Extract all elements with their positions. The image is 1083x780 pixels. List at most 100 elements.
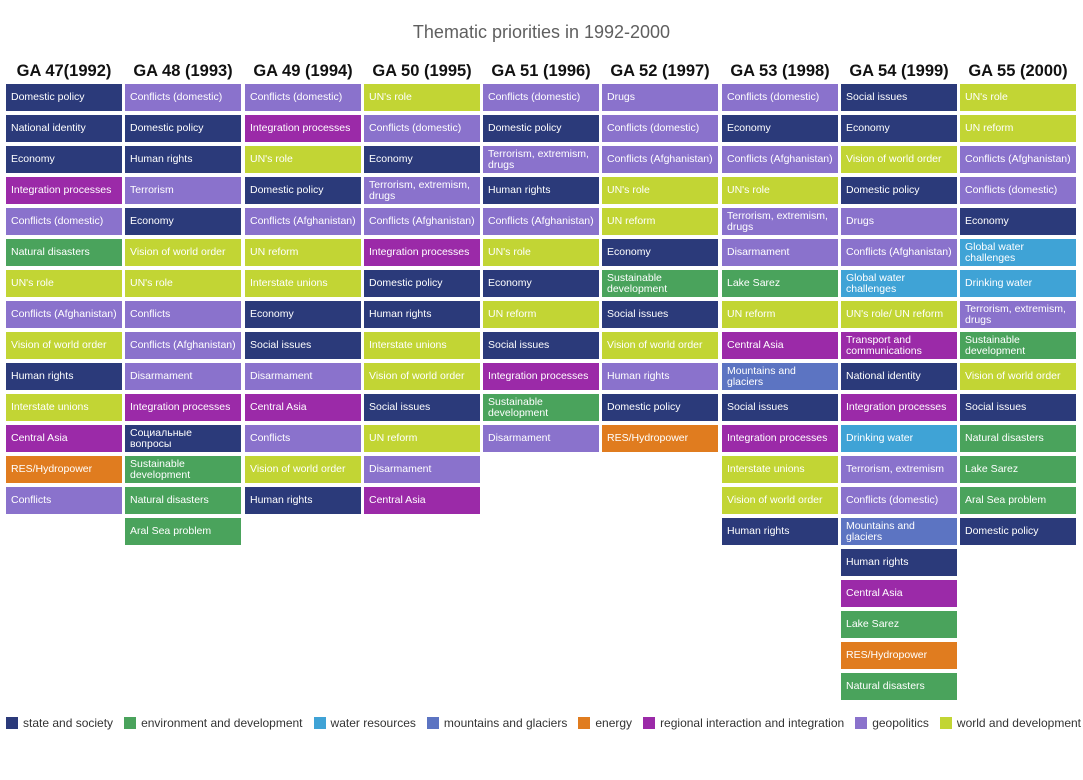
- topic-block: Vision of world order: [125, 239, 241, 266]
- topic-label: Economy: [846, 122, 890, 135]
- topic-block: Central Asia: [841, 580, 957, 607]
- topic-label: UN's role: [130, 277, 173, 290]
- topic-block: UN's role: [125, 270, 241, 297]
- topic-label: UN reform: [488, 308, 537, 321]
- topic-label: UN's role: [369, 91, 412, 104]
- topic-label: Lake Sarez: [727, 277, 781, 290]
- topic-label: UN's role/ UN reform: [846, 308, 944, 321]
- legend-item: energy: [578, 716, 632, 730]
- topic-list: Domestic policy National identity Economy I…: [6, 84, 122, 514]
- topic-label: Социальные вопросы: [130, 427, 192, 450]
- column-header: GA 51 (1996): [491, 62, 591, 80]
- topic-label: Vision of world order: [965, 370, 1061, 383]
- legend: state and society environment and develop…: [6, 716, 1081, 730]
- topic-block: Human rights: [841, 549, 957, 576]
- topic-label: RES/Hydropower: [607, 432, 689, 445]
- topic-list: Conflicts (domestic) Economy Conflicts (Af…: [722, 84, 838, 545]
- topic-label: Integration processes: [727, 432, 828, 445]
- topic-label: Drugs: [607, 91, 636, 104]
- topic-list: Drugs Conflicts (domestic) Conflicts (Afgh…: [602, 84, 718, 452]
- topic-label: UN reform: [727, 308, 776, 321]
- topic-block: Vision of world order: [6, 332, 122, 359]
- column-header: GA 49 (1994): [253, 62, 353, 80]
- topic-label: Terrorism, extremism, drugs: [369, 179, 470, 202]
- topic-label: UN's role: [607, 184, 650, 197]
- topic-block: Domestic policy: [125, 115, 241, 142]
- topic-block: Interstate unions: [364, 332, 480, 359]
- topic-block: Lake Sarez: [722, 270, 838, 297]
- topic-block: Economy: [6, 146, 122, 173]
- topic-block: UN reform: [483, 301, 599, 328]
- topic-label: Natural disasters: [11, 246, 90, 259]
- topic-label: Terrorism, extremism, drugs: [965, 303, 1066, 326]
- topic-label: Conflicts: [250, 432, 291, 445]
- topic-label: Drugs: [846, 215, 875, 228]
- topic-block: Social issues: [960, 394, 1076, 421]
- topic-block: Vision of world order: [722, 487, 838, 514]
- legend-label: environment and development: [141, 716, 303, 730]
- topic-label: Disarmament: [250, 370, 313, 383]
- topic-label: Terrorism: [130, 184, 174, 197]
- column-header: GA 55 (2000): [968, 62, 1068, 80]
- topic-label: Human rights: [488, 184, 551, 197]
- topic-block: Economy: [602, 239, 718, 266]
- topic-block: Integration processes: [483, 363, 599, 390]
- topic-label: Interstate unions: [11, 401, 89, 414]
- topic-label: Natural disasters: [965, 432, 1044, 445]
- topic-label: Human rights: [11, 370, 74, 383]
- topic-block: Domestic policy: [960, 518, 1076, 545]
- topic-block: Vision of world order: [960, 363, 1076, 390]
- session-column: GA 55 (2000) UN's role UN reform Conflicts …: [960, 60, 1076, 549]
- topic-label: Economy: [130, 215, 174, 228]
- topic-label: UN's role: [488, 246, 531, 259]
- topic-label: Social issues: [369, 401, 431, 414]
- topic-block: Conflicts (Afghanistan): [6, 301, 122, 328]
- topic-label: Vision of world order: [130, 246, 226, 259]
- topic-block: Human rights: [6, 363, 122, 390]
- topic-block: Economy: [364, 146, 480, 173]
- column-header: GA 53 (1998): [730, 62, 830, 80]
- topic-block: Vision of world order: [602, 332, 718, 359]
- topic-label: Conflicts (domestic): [965, 184, 1058, 197]
- legend-item: geopolitics: [855, 716, 929, 730]
- topic-list: UN's role UN reform Conflicts (Afghanistan…: [960, 84, 1076, 545]
- topic-block: RES/Hydropower: [6, 456, 122, 483]
- topic-label: Conflicts (domestic): [250, 91, 343, 104]
- topic-block: Interstate unions: [245, 270, 361, 297]
- column-header: GA 52 (1997): [610, 62, 710, 80]
- topic-block: Global water challenges: [841, 270, 957, 297]
- topic-block: Conflicts (domestic): [245, 84, 361, 111]
- topic-label: Economy: [11, 153, 55, 166]
- topic-label: Domestic policy: [11, 91, 85, 104]
- topic-block: Economy: [960, 208, 1076, 235]
- topic-label: Terrorism, extremism, drugs: [727, 210, 828, 233]
- topic-label: Conflicts: [130, 308, 171, 321]
- session-column: GA 48 (1993) Conflicts (domestic) Domestic…: [125, 60, 241, 549]
- topic-block: UN's role: [722, 177, 838, 204]
- topic-block: Human rights: [722, 518, 838, 545]
- diagram-title: Thematic priorities in 1992-2000: [412, 22, 671, 42]
- session-column: GA 53 (1998) Conflicts (domestic) Economy C…: [722, 60, 838, 549]
- topic-label: Domestic policy: [846, 184, 920, 197]
- topic-label: Human rights: [727, 525, 790, 538]
- topic-block: UN reform: [602, 208, 718, 235]
- column-header: GA 47(1992): [16, 62, 112, 80]
- legend-item: environment and development: [124, 716, 303, 730]
- legend-item: state and society: [6, 716, 113, 730]
- topic-block: Integration processes: [364, 239, 480, 266]
- topic-label: Conflicts (Afghanistan): [607, 153, 713, 166]
- topic-label: Vision of world order: [11, 339, 107, 352]
- column-header: GA 50 (1995): [372, 62, 472, 80]
- topic-label: Drinking water: [965, 277, 1033, 290]
- topic-block: Conflicts (domestic): [6, 208, 122, 235]
- topic-label: Conflicts (domestic): [727, 91, 820, 104]
- topic-label: Global water challenges: [965, 241, 1024, 264]
- topic-block: Social issues: [602, 301, 718, 328]
- topic-label: RES/Hydropower: [11, 463, 93, 476]
- topic-block: Human rights: [125, 146, 241, 173]
- topic-label: Domestic policy: [130, 122, 204, 135]
- topic-label: Conflicts: [11, 494, 52, 507]
- topic-label: UN's role: [727, 184, 770, 197]
- topic-label: Vision of world order: [727, 494, 823, 507]
- topic-block: Social issues: [245, 332, 361, 359]
